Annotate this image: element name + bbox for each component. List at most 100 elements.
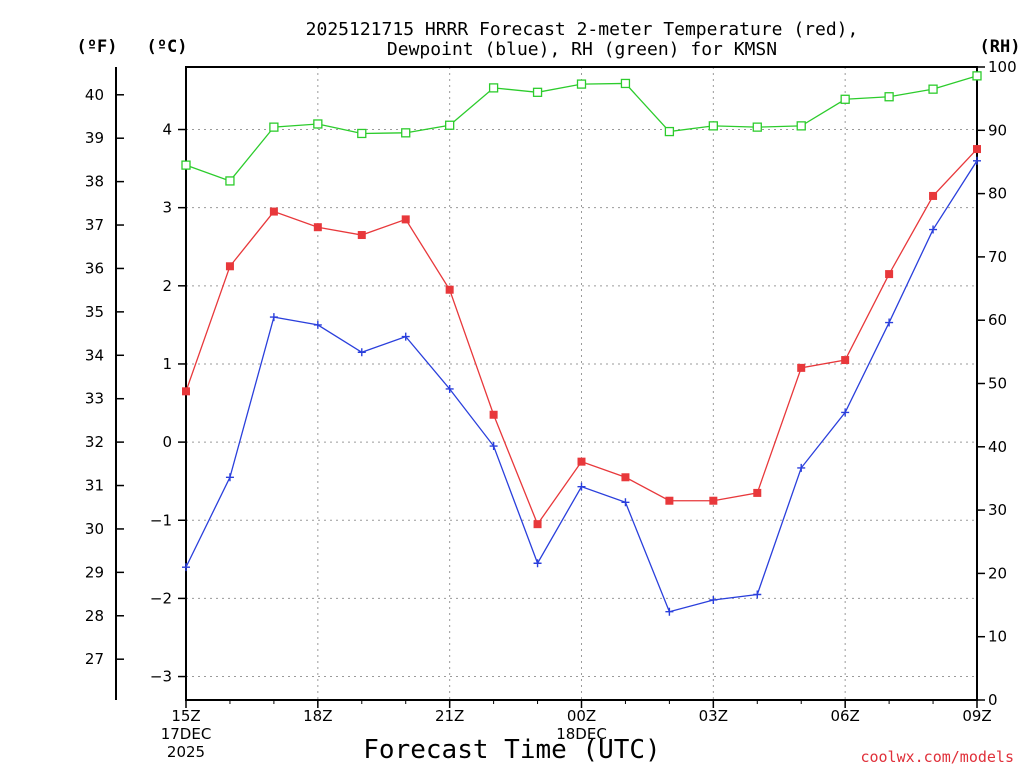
fahrenheit-tick-label: 34 — [85, 346, 104, 364]
x-tick-label: 15Z — [171, 707, 200, 725]
x-tick-label: 00Z — [567, 707, 596, 725]
dewpoint-point — [225, 473, 234, 482]
dewpoint-point — [797, 463, 806, 472]
fahrenheit-tick-label: 28 — [85, 607, 104, 625]
2-meter-temperature-point — [182, 387, 190, 396]
rh-tick-label: 100 — [988, 58, 1017, 76]
celsius-unit-label: (ºC) — [147, 37, 188, 57]
rh-point — [445, 120, 455, 130]
rh-point — [313, 119, 323, 129]
rh-point — [840, 94, 850, 104]
rh-tick-label: 60 — [988, 311, 1007, 329]
2-meter-temperature-point — [797, 363, 806, 372]
celsius-tick-label: −2 — [150, 589, 172, 607]
chart-title-line2: Dewpoint (blue), RH (green) for KMSN — [387, 39, 777, 60]
rh-tick-label: 0 — [988, 691, 998, 709]
dewpoint-point — [929, 225, 938, 234]
dewpoint-point — [621, 498, 630, 507]
x-tick-label: 06Z — [830, 707, 859, 725]
fahrenheit-tick-label: 33 — [85, 390, 104, 408]
x-axis-label: Forecast Time (UTC) — [363, 735, 660, 765]
dewpoint-point — [269, 313, 278, 322]
2-meter-temperature-point — [313, 223, 322, 232]
dewpoint-point — [445, 384, 454, 393]
2-meter-temperature-point — [489, 410, 498, 419]
rh-point — [884, 92, 894, 102]
fahrenheit-tick-label: 36 — [85, 259, 104, 277]
dewpoint-series — [182, 156, 981, 616]
2-meter-temperature-point — [445, 285, 454, 294]
rh-point — [752, 122, 762, 132]
rh-tick-label: 50 — [988, 375, 1007, 393]
rh-point — [488, 83, 499, 93]
dewpoint-point — [357, 348, 366, 357]
rh-point — [225, 176, 235, 186]
rh-point — [401, 128, 411, 138]
celsius-tick-label: 2 — [162, 277, 172, 295]
dewpoint-point — [401, 332, 410, 341]
rh-tick-label: 90 — [988, 121, 1007, 139]
2-meter-temperature-point — [709, 496, 718, 505]
dewpoint-point — [709, 595, 718, 604]
rh-point — [357, 128, 367, 139]
celsius-tick-label: −1 — [150, 511, 172, 529]
rh-point — [796, 121, 806, 131]
x-tick-sublabel: 18DEC — [556, 725, 607, 743]
fahrenheit-tick-label: 31 — [85, 477, 104, 495]
2-meter-temperature-point — [665, 496, 674, 505]
fahrenheit-tick-label: 35 — [85, 303, 104, 321]
rh-point — [928, 84, 938, 94]
rh-tick-label: 20 — [988, 564, 1007, 582]
2-meter-temperature-point — [973, 145, 981, 154]
rh-tick-label: 10 — [988, 628, 1007, 646]
2-meter-temperature-series — [182, 145, 981, 529]
fahrenheit-unit-label: (ºF) — [77, 37, 118, 57]
2-meter-temperature-point — [753, 488, 762, 497]
celsius-tick-label: 1 — [162, 355, 172, 373]
dewpoint-point — [313, 320, 322, 329]
rh-tick-label: 40 — [988, 438, 1007, 456]
grid-lines — [186, 67, 977, 700]
2-meter-temperature-point — [885, 270, 894, 279]
x-tick-label: 21Z — [435, 707, 464, 725]
dewpoint-point — [841, 408, 850, 417]
2-meter-temperature-point — [269, 207, 278, 216]
fahrenheit-tick-label: 30 — [85, 520, 104, 538]
2-meter-temperature-point — [621, 473, 630, 482]
dewpoint-point — [885, 318, 894, 327]
celsius-tick-label: −3 — [150, 668, 172, 686]
rh-point — [576, 79, 587, 89]
chart-title-line1: 2025121715 HRRR Forecast 2-meter Tempera… — [306, 19, 859, 40]
dewpoint-point — [973, 156, 981, 165]
rh-point — [181, 160, 191, 170]
rh-point — [708, 121, 718, 131]
dewpoint-point — [665, 607, 674, 616]
2-meter-temperature-point — [841, 356, 850, 365]
plot-frame — [185, 66, 978, 701]
rh-point — [532, 87, 543, 97]
rh-unit-label: (RH) — [980, 37, 1021, 57]
x-tick-sublabel: 2025 — [167, 743, 205, 761]
rh-point — [620, 78, 631, 89]
rh-point — [664, 126, 675, 137]
rh-tick-label: 30 — [988, 501, 1007, 519]
fahrenheit-tick-label: 40 — [85, 86, 104, 104]
rh-tick-label: 70 — [988, 248, 1007, 266]
2-meter-temperature-point — [533, 520, 542, 529]
fahrenheit-tick-label: 27 — [85, 650, 104, 668]
2-meter-temperature-point — [225, 262, 234, 271]
x-tick-sublabel: 17DEC — [161, 725, 212, 743]
x-tick-label: 09Z — [962, 707, 991, 725]
fahrenheit-tick-label: 38 — [85, 173, 104, 191]
data-series — [181, 71, 982, 616]
dewpoint-point — [533, 559, 542, 568]
rh-point — [269, 122, 279, 132]
credit-text: coolwx.com/models — [860, 748, 1014, 766]
x-tick-label: 18Z — [303, 707, 332, 725]
dewpoint-point — [182, 563, 190, 572]
2-meter-temperature-point — [577, 457, 586, 466]
2-meter-temperature-point — [929, 191, 938, 200]
celsius-tick-label: 4 — [162, 121, 172, 139]
